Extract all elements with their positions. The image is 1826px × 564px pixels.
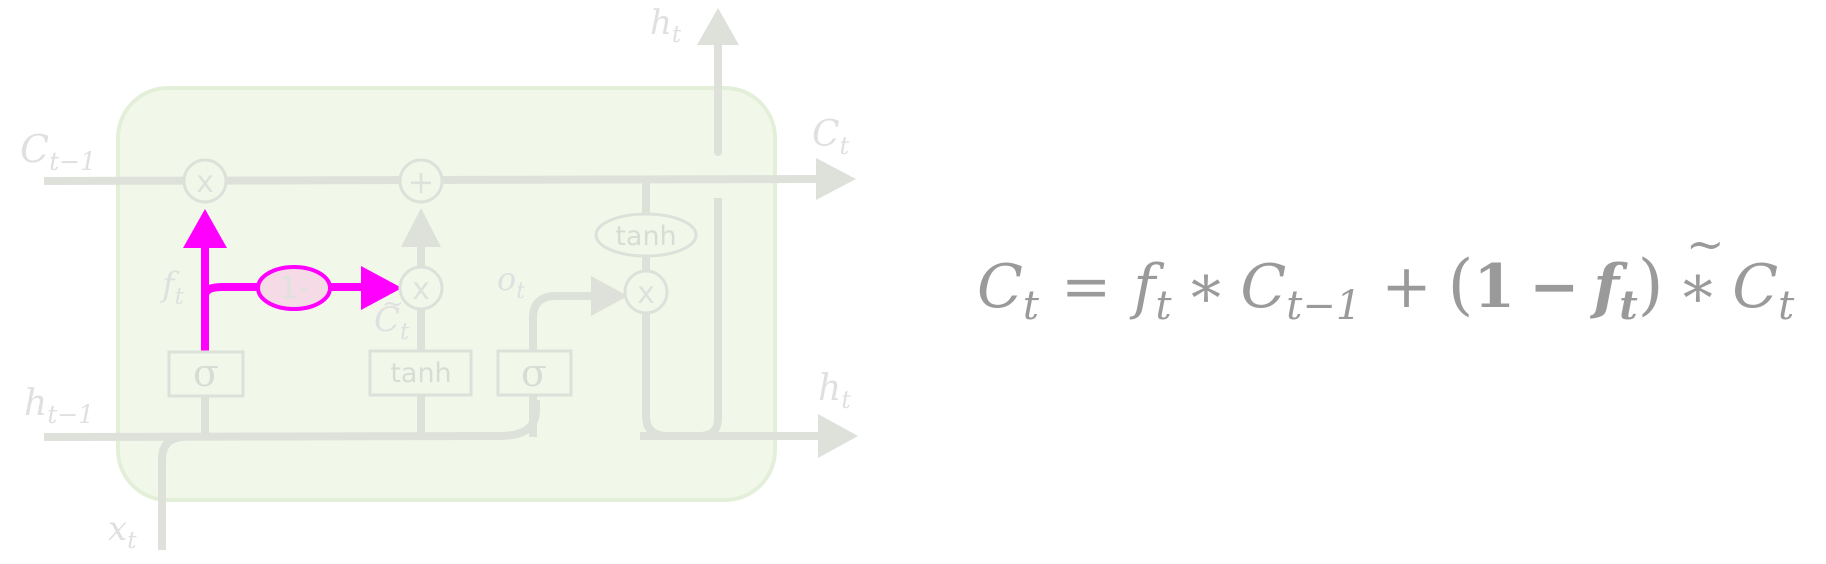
- x-input-line: [158, 433, 186, 550]
- hidden-out-label: ht: [818, 368, 851, 414]
- output-multiply-node[interactable]: [623, 269, 669, 315]
- one-minus-arrowhead: [361, 266, 402, 310]
- output-gate-label: ot: [497, 260, 525, 304]
- hidden-prev-label: ht−1: [24, 383, 94, 429]
- cell-out-label: Ct: [812, 114, 850, 160]
- cell-state-arrowhead: [816, 158, 856, 200]
- forget-up-arrowhead[interactable]: [183, 209, 227, 248]
- candidate-tanh-label: tanh: [390, 358, 451, 389]
- add-label: +: [408, 163, 435, 201]
- output-sigma-label: σ: [521, 351, 547, 395]
- svg-text:~: ~: [382, 289, 404, 319]
- svg-text:Ct: Ct: [374, 300, 410, 345]
- input-multiply-label: x: [412, 272, 430, 307]
- one-minus-label: 1-: [279, 271, 309, 306]
- input-multiply-node[interactable]: [398, 265, 444, 311]
- add-node[interactable]: [398, 158, 444, 204]
- output-sigma-gate[interactable]: [496, 349, 573, 397]
- forget-sigma-label: σ: [193, 351, 219, 395]
- candidate-up-arrowhead: [401, 208, 441, 247]
- one-minus-node[interactable]: [256, 265, 332, 311]
- output-gate-lines: [529, 292, 594, 437]
- forget-multiply-node[interactable]: [182, 158, 228, 204]
- cell-tanh-node[interactable]: [594, 212, 698, 258]
- cell-tanh-label: tanh: [615, 221, 676, 252]
- candidate-tanh-gate[interactable]: [368, 349, 473, 397]
- candidate-label: Ct ~: [374, 289, 410, 345]
- output-multiply-label: x: [637, 276, 655, 311]
- hidden-top-arrowhead: [697, 8, 739, 45]
- forget-highlight-path: [201, 246, 366, 352]
- svg-text:Ct=ft∗Ct−1+(1−ft)∗Ct: Ct = ft ∗ Ct−1 + (1− ft) ∗ Ct: [977, 246, 1795, 329]
- output-gate-arrowhead: [591, 276, 628, 316]
- x-input-label: xt: [108, 509, 137, 554]
- forget-sigma-gate[interactable]: [167, 350, 245, 398]
- hidden-output-arrowhead: [818, 414, 858, 458]
- hidden-top-label: ht: [650, 3, 682, 48]
- lstm-cell: [116, 86, 777, 502]
- cell-prev-label: Ct−1: [20, 127, 96, 176]
- svg-text:~: ~: [1686, 217, 1725, 271]
- cell-state-equation: Ct = ft ∗ Ct−1 + (1− ft) ∗ Ct ~: [977, 217, 1795, 329]
- forget-multiply-label: x: [196, 165, 214, 200]
